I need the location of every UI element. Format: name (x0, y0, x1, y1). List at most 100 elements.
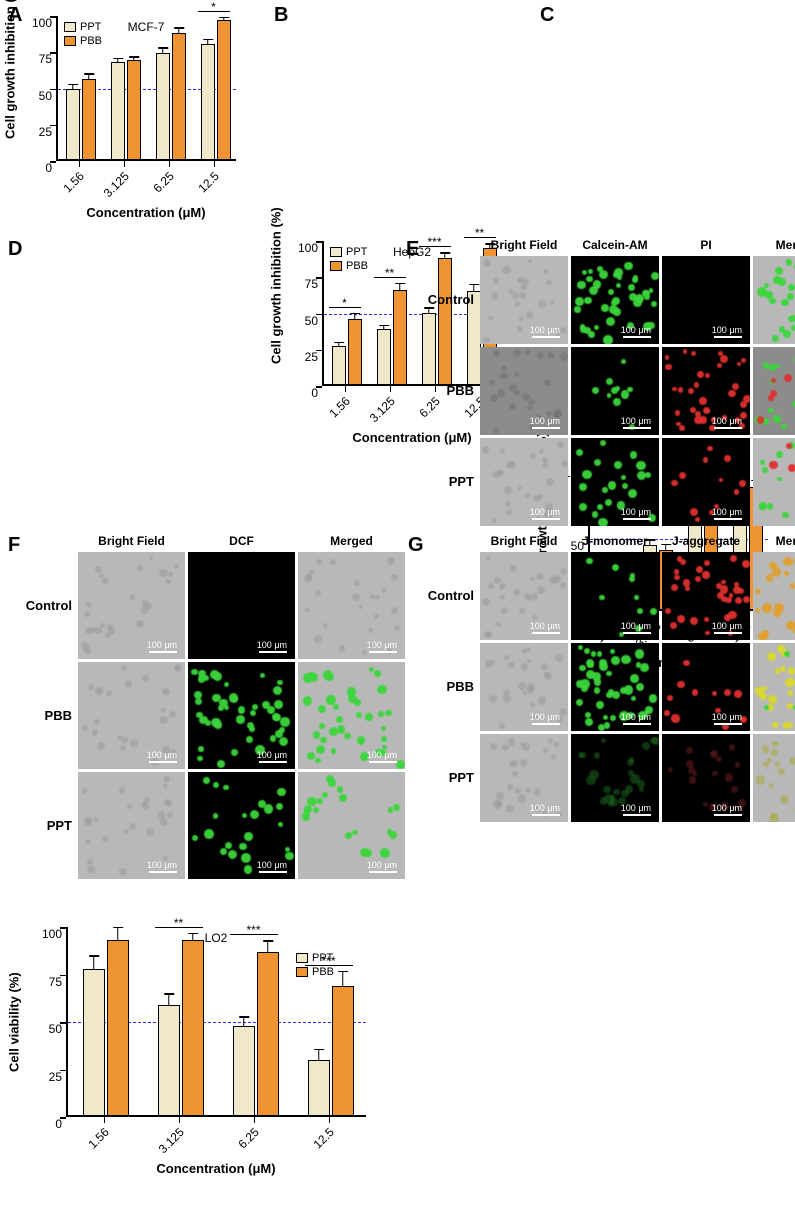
micro-cell: 100 μm (480, 256, 568, 344)
scale-bar (714, 814, 742, 816)
ylabel: Cell growth inhibition (%) (269, 207, 284, 364)
scale-label: 100 μm (712, 325, 742, 335)
bar-PBB (393, 290, 407, 384)
micro-row-label: PPT (420, 474, 474, 489)
bar-PPT (83, 969, 105, 1115)
micro-col-header: Bright Field (78, 534, 185, 548)
scale-label: 100 μm (147, 640, 177, 650)
scale-label: 100 μm (367, 750, 397, 760)
bar-PBB (438, 258, 452, 384)
micro-cell: 100 μm (188, 662, 295, 769)
scale-bar (532, 427, 560, 429)
ytick: 100 (12, 16, 52, 30)
micro-cell: 100 μm (571, 552, 659, 640)
bar-PBB (217, 20, 231, 159)
micro-col-header: Merged (298, 534, 405, 548)
bar-PBB (182, 940, 204, 1115)
scale-label: 100 μm (147, 860, 177, 870)
chart-D: 02550751001.563.1256.2512.5********Cell … (12, 917, 392, 1207)
scale-label: 100 μm (257, 750, 287, 760)
micro-cell: 100 μm (298, 662, 405, 769)
scale-label: 100 μm (712, 712, 742, 722)
micro-col-header: Merged (753, 534, 795, 548)
micro-col-header: Calcein-AM (571, 238, 659, 252)
micro-col-header: Merged (753, 238, 795, 252)
panel-label-C: C (540, 4, 554, 27)
bar-PPT (158, 1005, 180, 1115)
scale-label: 100 μm (367, 860, 397, 870)
legend-swatch (330, 247, 342, 257)
scale-bar (369, 871, 397, 873)
micro-row-label: PPT (14, 818, 72, 833)
scale-bar (149, 761, 177, 763)
scale-bar (714, 518, 742, 520)
micro-cell: 100 μm (662, 256, 750, 344)
micro-grid: 100 μm 100 μm 100 μm 100 μm 100 μm 100 μm 100 … (78, 552, 405, 879)
ylabel: Cell growth inhibition (%) (3, 0, 18, 139)
scale-label: 100 μm (530, 712, 560, 722)
micro-cell: 100 μm (78, 772, 185, 879)
xlabel: Concentration (μM) (56, 205, 236, 231)
scale-bar (149, 651, 177, 653)
xlabel: Concentration (μM) (322, 430, 502, 456)
bar-PPT (201, 44, 215, 159)
xtick: 3.125 (366, 394, 397, 425)
micro-row-label: PBB (420, 679, 474, 694)
ytick: 25 (12, 125, 52, 139)
micro-cell: 100 μm (753, 552, 795, 640)
panel-label-F: F (8, 534, 20, 557)
xtick: 6.25 (150, 169, 176, 195)
micro-cell: 100 μm (571, 347, 659, 435)
scale-bar (532, 632, 560, 634)
scale-bar (714, 632, 742, 634)
micro-cell: 100 μm (571, 256, 659, 344)
bar-PPT (156, 53, 170, 159)
scale-label: 100 μm (257, 640, 287, 650)
xtick: 6.25 (235, 1125, 261, 1151)
ytick: 75 (12, 52, 52, 66)
legend-swatch (64, 36, 76, 46)
micro-cell: 100 μm (571, 734, 659, 822)
legend-label: PPT (346, 245, 367, 259)
micro-cell: 100 μm (480, 734, 568, 822)
bar-PPT (233, 1026, 255, 1115)
bar-PBB (127, 60, 141, 159)
micro-col-header: J-aggregate (662, 534, 750, 548)
scale-label: 100 μm (621, 325, 651, 335)
ytick: 50 (12, 89, 52, 103)
scale-bar (623, 427, 651, 429)
micro-col-header: DCF (188, 534, 295, 548)
micro-cell: 100 μm (753, 347, 795, 435)
micro-grid: 100 μm100 μm100 μm100 μm100 μm100 μm100 … (480, 552, 795, 822)
scale-bar (623, 723, 651, 725)
scale-bar (623, 632, 651, 634)
bar-PPT (308, 1060, 330, 1115)
bar-PBB (332, 986, 354, 1115)
micro-col-header: PI (662, 238, 750, 252)
micro-cell: 100 μm (753, 438, 795, 526)
panel-label-D: D (8, 238, 22, 261)
xtick: 12.5 (195, 169, 221, 195)
scale-label: 100 μm (712, 416, 742, 426)
scale-bar (259, 651, 287, 653)
micro-cell: 100 μm (188, 552, 295, 659)
micro-cell: 100 μm (298, 552, 405, 659)
scale-bar (623, 336, 651, 338)
scale-bar (532, 336, 560, 338)
legend-swatch (64, 22, 76, 32)
xtick: 1.56 (60, 169, 86, 195)
scale-bar (714, 336, 742, 338)
micro-cell: 100 μm (78, 662, 185, 769)
bar-PPT (111, 62, 125, 159)
scale-label: 100 μm (257, 860, 287, 870)
panel-label-B: B (274, 4, 288, 27)
micro-cell: 100 μm (753, 643, 795, 731)
xtick: 3.125 (100, 169, 131, 200)
micro-row-label: PBB (14, 708, 72, 723)
bar-PBB (257, 952, 279, 1115)
scale-label: 100 μm (621, 621, 651, 631)
scale-label: 100 μm (712, 507, 742, 517)
scale-label: 100 μm (621, 712, 651, 722)
scale-label: 100 μm (712, 621, 742, 631)
figure-container: A B C D E F G 02550751001.563.1256.2512.… (0, 0, 795, 884)
